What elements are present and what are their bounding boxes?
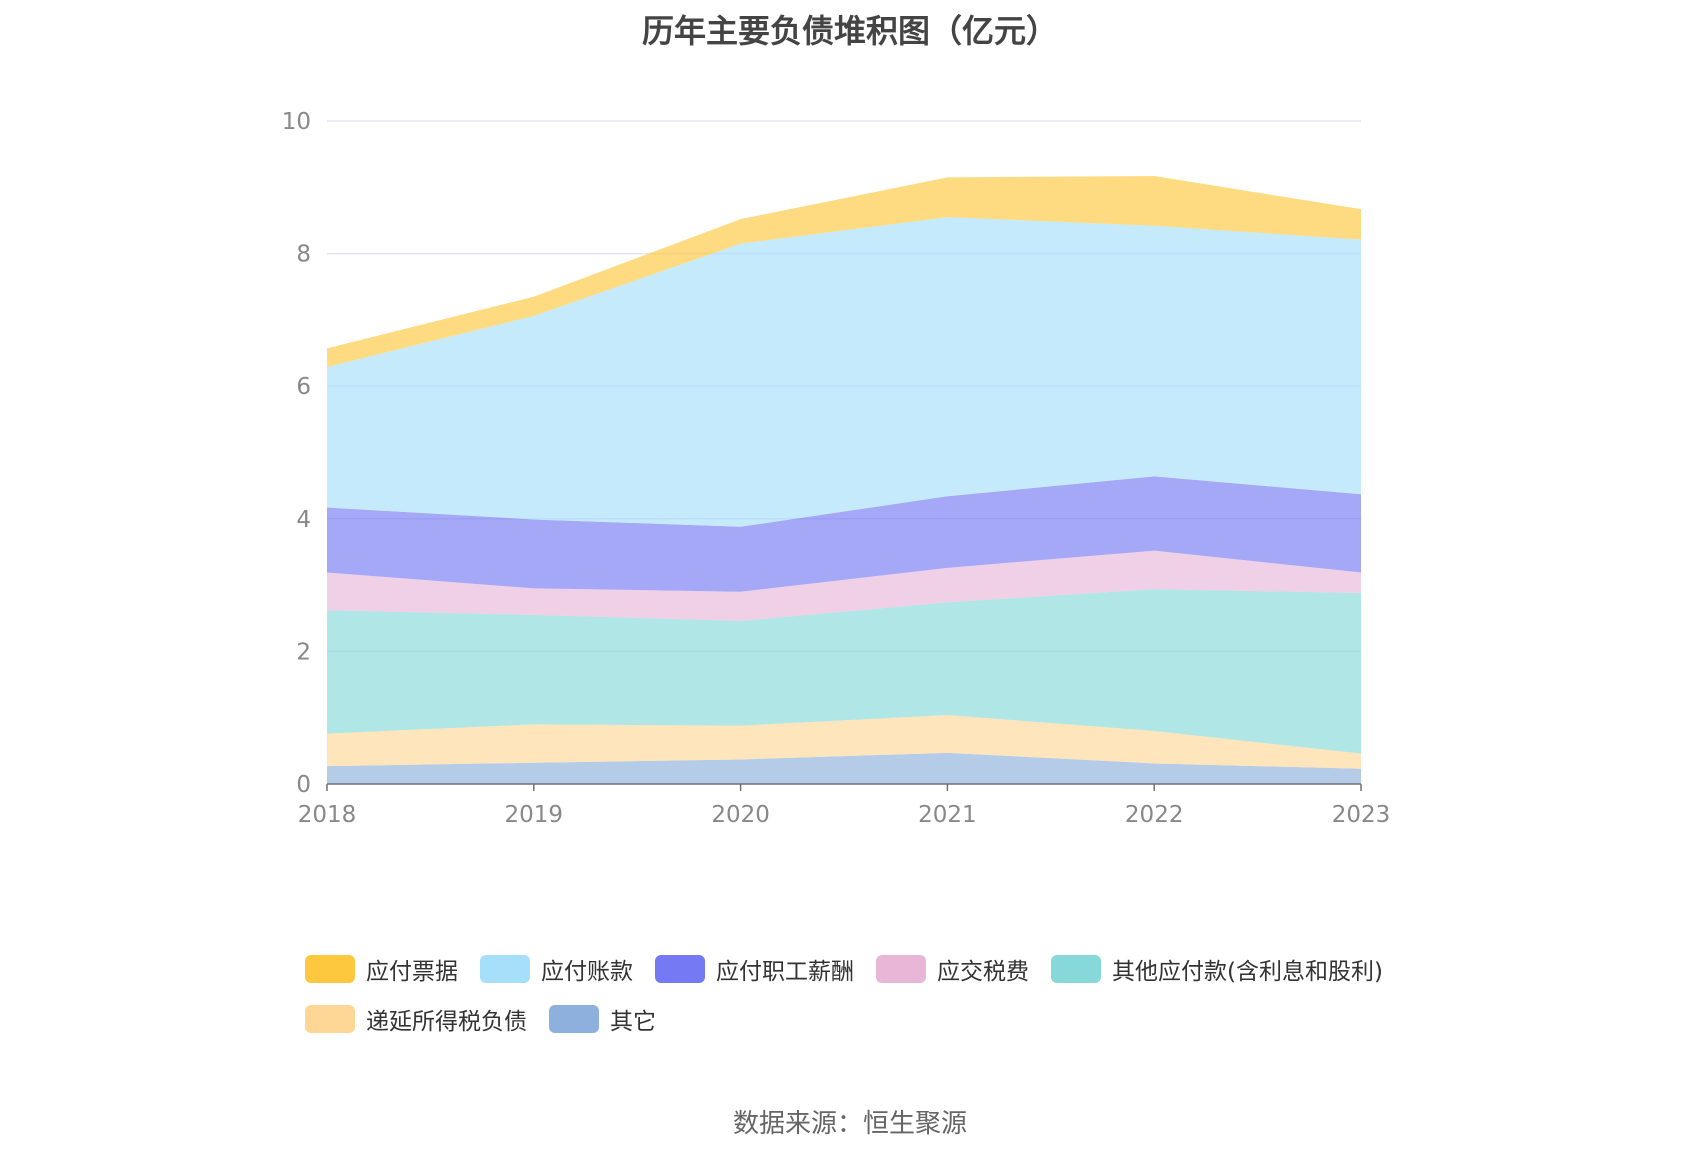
axes: 0 2 4 6 8 10 2018 2019 2020 2021 2022 2023 [282,109,1391,828]
legend-item[interactable]: 应付票据 [305,952,458,986]
area-series-1 [327,715,1361,769]
legend-swatch [655,955,705,983]
legend-item[interactable]: 其它 [549,1002,656,1036]
area-series-6 [327,176,1361,367]
x-tick-label: 2018 [298,802,357,828]
y-tick-label: 8 [296,242,311,268]
y-tick-label: 6 [296,374,311,400]
legend-label: 应交税费 [937,959,1029,985]
y-tick-label: 2 [296,639,311,665]
x-tick-label: 2020 [711,802,770,828]
legend-label: 应付票据 [366,959,458,985]
legend-item[interactable]: 递延所得税负债 [305,1002,527,1036]
legend: 应付票据 应付账款 应付职工薪酬 应交税费 其他应付款(含利息和股利) 递延所得税负债 其它 [305,952,1445,1036]
chart-title: 历年主要负债堆积图（亿元） [641,12,1058,50]
area-series-2 [327,589,1361,754]
x-tick-label: 2023 [1332,802,1391,828]
data-source: 数据来源：恒生聚源 [732,1109,967,1139]
legend-item[interactable]: 应付账款 [480,952,633,986]
legend-label: 其它 [610,1009,656,1035]
legend-label: 应付职工薪酬 [716,959,854,985]
area-series-5 [327,217,1361,527]
legend-swatch [305,1005,355,1033]
area-series-group [327,176,1361,784]
legend-swatch [876,955,926,983]
y-tick-label: 10 [282,109,311,135]
legend-swatch [480,955,530,983]
x-tick-label: 2019 [505,802,564,828]
area-series-0 [327,752,1361,784]
legend-item[interactable]: 应交税费 [876,952,1029,986]
x-tick-label: 2021 [918,802,977,828]
x-tick-label: 2022 [1125,802,1184,828]
legend-swatch [305,955,355,983]
legend-swatch [1051,955,1101,983]
area-series-3 [327,550,1361,621]
area-series-4 [327,476,1361,592]
legend-label: 递延所得税负债 [366,1009,527,1035]
y-tick-label: 0 [296,772,311,798]
y-tick-label: 4 [296,507,311,533]
legend-swatch [549,1005,599,1033]
stacked-area-chart: 0 2 4 6 8 10 2018 2019 2020 2021 2022 2023 [282,109,1391,828]
legend-label: 其他应付款(含利息和股利) [1112,959,1383,985]
legend-item[interactable]: 其他应付款(含利息和股利) [1051,952,1383,986]
legend-label: 应付账款 [541,959,633,985]
legend-item[interactable]: 应付职工薪酬 [655,952,854,986]
